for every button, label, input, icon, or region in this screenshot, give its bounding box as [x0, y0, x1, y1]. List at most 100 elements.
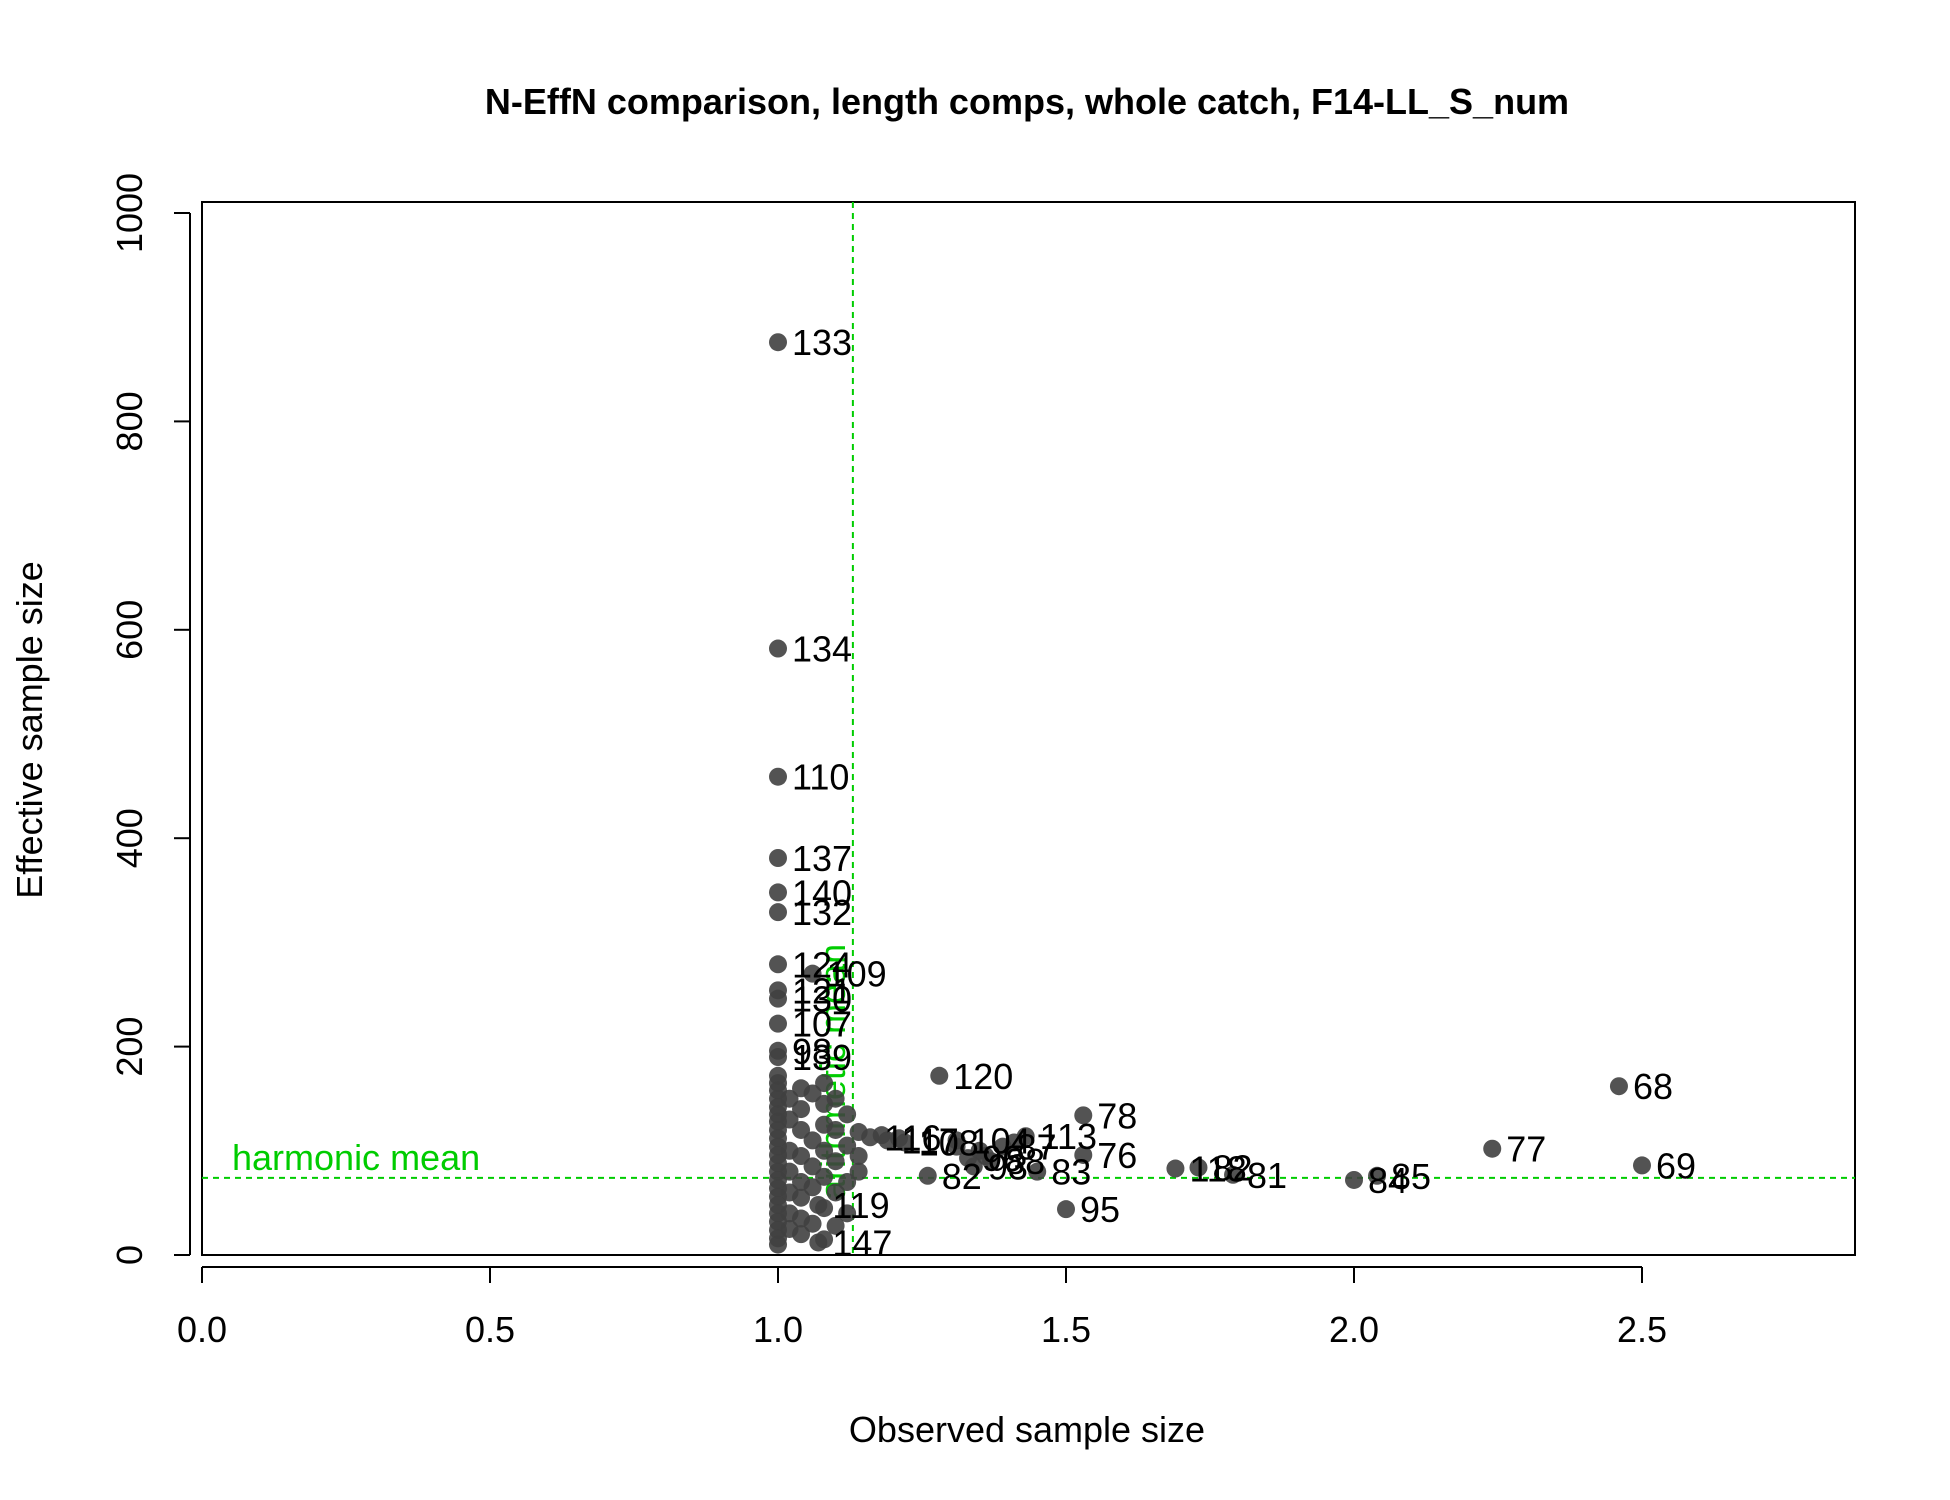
- point-label: 68: [1633, 1066, 1673, 1107]
- point-label: 120: [953, 1056, 1013, 1097]
- point-label: 121: [792, 970, 852, 1011]
- data-point: [815, 1141, 834, 1160]
- data-point: [769, 883, 787, 902]
- point-label: 132: [792, 892, 852, 933]
- x-tick-label: 0.5: [465, 1309, 515, 1350]
- data-point: [838, 1105, 857, 1124]
- y-tick-label: 600: [109, 600, 150, 660]
- data-point: [780, 1110, 799, 1129]
- x-tick-label: 2.0: [1329, 1309, 1379, 1350]
- point-label: 69: [1656, 1145, 1696, 1186]
- data-point: [826, 1089, 845, 1108]
- point-label: 78: [1097, 1095, 1137, 1136]
- data-point: [993, 1137, 1012, 1156]
- point-label: 109: [827, 954, 887, 995]
- data-point: [838, 1173, 857, 1192]
- data-point: [769, 639, 787, 658]
- data-point: [792, 1147, 811, 1166]
- point-label: 134: [792, 629, 852, 670]
- data-point: [1345, 1170, 1363, 1189]
- data-point: [826, 1120, 845, 1139]
- data-point: [792, 1120, 811, 1139]
- data-point: [803, 964, 822, 983]
- data-point: [792, 1188, 811, 1207]
- point-label: 104: [971, 1120, 1031, 1161]
- data-points: [769, 333, 1651, 1254]
- data-point: [1074, 1106, 1093, 1125]
- point-label: 77: [1506, 1129, 1546, 1170]
- data-point: [1224, 1165, 1243, 1184]
- data-point: [1166, 1159, 1185, 1178]
- data-point: [861, 1128, 880, 1147]
- data-point: [803, 1214, 822, 1233]
- harmonic-mean-label: harmonic mean: [232, 1137, 480, 1178]
- data-point: [1483, 1139, 1502, 1158]
- data-point: [809, 1195, 828, 1214]
- point-label: 81: [1247, 1155, 1287, 1196]
- data-point: [815, 1167, 834, 1186]
- data-point: [918, 1166, 937, 1185]
- data-point: [895, 1133, 914, 1152]
- x-axis-label: Observed sample size: [849, 1409, 1205, 1450]
- point-label: 82: [1212, 1147, 1252, 1188]
- point-label: 93: [988, 1146, 1028, 1187]
- x-tick-label: 1.0: [753, 1309, 803, 1350]
- point-label: 84: [1368, 1160, 1408, 1201]
- data-point: [809, 1233, 828, 1252]
- y-tick-label: 1000: [109, 173, 150, 253]
- point-label: 130: [792, 979, 852, 1020]
- x-tick-label: 1.5: [1041, 1309, 1091, 1350]
- data-point: [826, 1152, 845, 1171]
- data-point: [1609, 1077, 1628, 1096]
- point-label: 83: [1051, 1152, 1091, 1193]
- data-point: [878, 1131, 897, 1150]
- reference-lines: harmonic mean arithmetic mean: [202, 202, 1855, 1255]
- data-point: [815, 1074, 834, 1093]
- point-label: 87: [1017, 1127, 1057, 1168]
- point-label: 113: [1040, 1116, 1097, 1157]
- data-point: [982, 1152, 1001, 1171]
- y-axis-label: Effective sample size: [9, 561, 50, 898]
- point-label: 117: [901, 1120, 958, 1161]
- point-label: 133: [792, 322, 852, 363]
- y-axis: 0 200 400 600 800 1000: [109, 173, 191, 1265]
- point-label: 98: [792, 1031, 832, 1072]
- point-label: 137: [792, 838, 852, 879]
- point-label: 88: [1005, 1141, 1045, 1182]
- y-tick-label: 0: [109, 1245, 150, 1265]
- y-tick-label: 200: [109, 1017, 150, 1077]
- data-point: [780, 1162, 799, 1181]
- point-label: 139: [792, 1037, 852, 1078]
- data-point: [849, 1147, 868, 1166]
- data-point: [792, 1100, 811, 1119]
- data-point: [769, 1014, 787, 1033]
- point-label: 85: [1391, 1156, 1431, 1197]
- data-point: [769, 903, 787, 922]
- data-point: [769, 767, 787, 786]
- data-point: [803, 1131, 822, 1150]
- data-point: [769, 1048, 787, 1067]
- data-point: [769, 333, 787, 352]
- point-label: 140: [792, 872, 852, 913]
- point-label: 116: [884, 1117, 941, 1158]
- data-point: [769, 1235, 787, 1254]
- data-point: [1189, 1158, 1208, 1177]
- data-point: [826, 1216, 845, 1235]
- chart-title: N-EffN comparison, length comps, whole c…: [485, 81, 1569, 122]
- point-label: 76: [1097, 1135, 1137, 1176]
- data-point: [838, 1136, 857, 1155]
- data-point: [1074, 1145, 1093, 1164]
- point-label: 96: [982, 1138, 1022, 1179]
- point-label: 124: [792, 944, 852, 985]
- data-point: [838, 1204, 857, 1223]
- data-point: [803, 1084, 822, 1103]
- point-label: 95: [1080, 1189, 1120, 1230]
- data-point: [769, 955, 787, 974]
- data-point: [849, 1162, 868, 1181]
- point-label: 108: [919, 1122, 979, 1163]
- point-label: 110: [792, 757, 849, 798]
- data-point: [1057, 1200, 1075, 1219]
- point-label: 147: [832, 1222, 892, 1263]
